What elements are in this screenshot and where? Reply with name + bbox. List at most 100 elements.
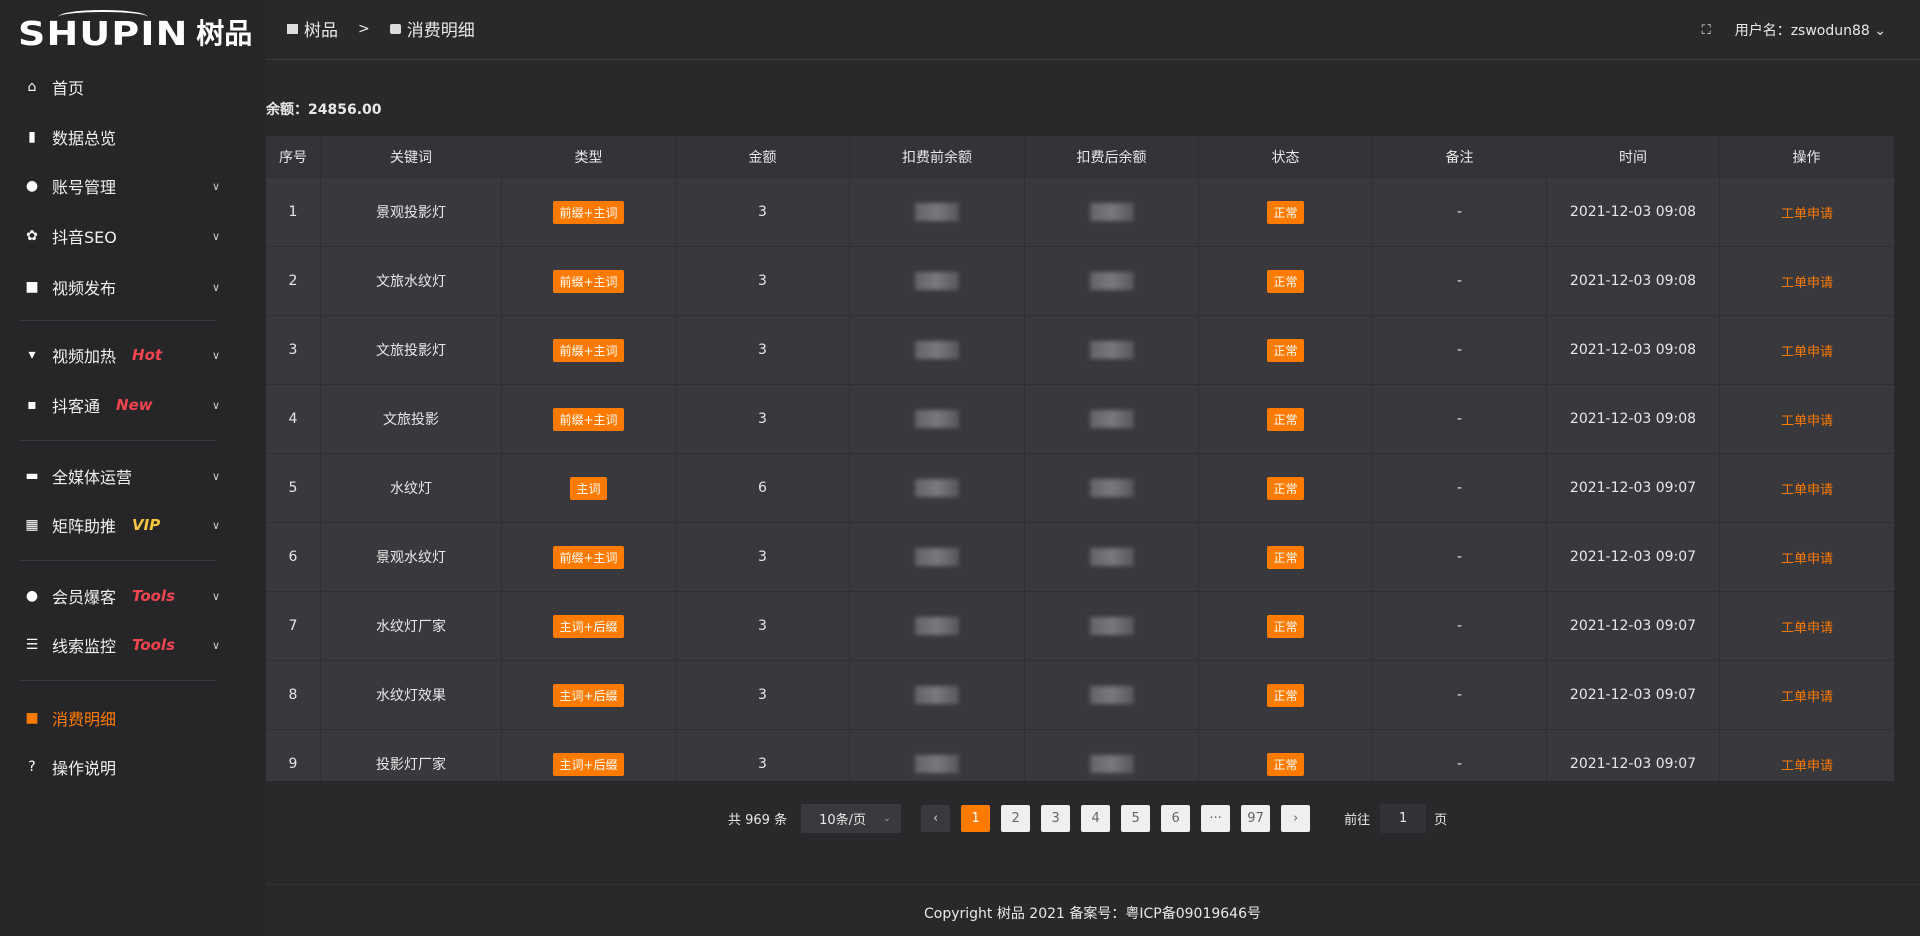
redacted-value bbox=[1089, 479, 1134, 497]
balance-before bbox=[850, 178, 1025, 246]
column-header: 扣费后余额 bbox=[1025, 136, 1199, 177]
type-cell: 前缀+主词 bbox=[502, 523, 676, 591]
amount: 3 bbox=[676, 523, 850, 591]
sidebar-item-label: 首页 bbox=[52, 79, 85, 98]
time: 2021-12-03 09:08 bbox=[1547, 178, 1720, 246]
logo: SHUPIN 树品 bbox=[18, 10, 252, 52]
table-row: 1 景观投影灯 前缀+主词 3 正常 - 2021-12-03 09:08 工单… bbox=[266, 178, 1894, 247]
prev-page-button[interactable]: ‹ bbox=[921, 805, 951, 832]
column-header: 金额 bbox=[676, 136, 850, 177]
goto-page-input[interactable]: 1 bbox=[1380, 804, 1427, 833]
sidebar-item-5[interactable]: ▾ 视频加热 Hot ∨ bbox=[0, 335, 265, 375]
sidebar-item-12[interactable]: ? 操作说明 bbox=[0, 747, 265, 787]
sidebar-item-label: 数据总览 bbox=[52, 129, 117, 148]
table-row: 5 水纹灯 主词 6 正常 - 2021-12-03 09:07 工单申请 bbox=[266, 454, 1894, 523]
redacted-value bbox=[1089, 755, 1134, 773]
sidebar-item-8[interactable]: ▦ 矩阵助推 VIP ∨ bbox=[0, 505, 265, 545]
balance-after bbox=[1025, 592, 1199, 660]
sidebar-item-0[interactable]: ⌂ 首页 bbox=[0, 67, 265, 107]
ticket-request-link[interactable]: 工单申请 bbox=[1780, 275, 1833, 291]
status-cell: 正常 bbox=[1199, 592, 1373, 660]
chart-icon bbox=[287, 23, 298, 34]
ticket-request-link[interactable]: 工单申请 bbox=[1780, 413, 1833, 429]
sidebar-item-10[interactable]: ☰ 线索监控 Tools ∨ bbox=[0, 625, 265, 665]
page-button[interactable]: 4 bbox=[1081, 805, 1111, 832]
balance-before bbox=[850, 523, 1025, 591]
redacted-value bbox=[915, 479, 959, 497]
sidebar-item-tag: Hot bbox=[132, 346, 163, 364]
next-page-button[interactable]: › bbox=[1281, 805, 1311, 832]
status-badge: 正常 bbox=[1267, 407, 1304, 431]
sidebar-item-7[interactable]: ▬ 全媒体运营 ∨ bbox=[0, 456, 265, 496]
keyword: 水纹灯厂家 bbox=[321, 592, 502, 660]
gear-icon: ✿ bbox=[26, 228, 38, 244]
page-button[interactable]: 5 bbox=[1121, 805, 1151, 832]
ticket-request-link[interactable]: 工单申请 bbox=[1780, 758, 1833, 774]
sidebar-item-11[interactable]: ■ 消费明细 bbox=[0, 698, 265, 738]
type-badge: 主词+后缀 bbox=[553, 683, 624, 707]
column-header: 时间 bbox=[1547, 136, 1720, 177]
ticket-request-link[interactable]: 工单申请 bbox=[1780, 482, 1833, 498]
table-header: 序号 关键词 类型 金额 扣费前余额 扣费后余额 状态 备注 时间 操作 bbox=[266, 136, 1894, 178]
sidebar-item-label: 消费明细 bbox=[52, 710, 117, 729]
ticket-request-link[interactable]: 工单申请 bbox=[1780, 689, 1833, 705]
type-badge: 主词+后缀 bbox=[553, 752, 624, 776]
column-header: 状态 bbox=[1199, 136, 1373, 177]
type-cell: 前缀+主词 bbox=[502, 385, 676, 453]
total-count: 共 969 条 bbox=[728, 813, 788, 828]
status-cell: 正常 bbox=[1199, 730, 1373, 781]
page-button[interactable]: ··· bbox=[1201, 805, 1231, 832]
page-button[interactable]: 97 bbox=[1241, 805, 1271, 832]
type-cell: 前缀+主词 bbox=[502, 247, 676, 315]
balance-after bbox=[1025, 661, 1199, 729]
user-menu[interactable]: 用户名：zswodun88 ⌄ bbox=[1735, 20, 1886, 40]
chevron-down-icon: ∨ bbox=[212, 280, 221, 294]
redacted-value bbox=[1089, 410, 1134, 428]
type-badge: 主词 bbox=[570, 476, 607, 500]
page-size-select[interactable]: 10条/页 ⌄ bbox=[801, 804, 902, 833]
action-cell: 工单申请 bbox=[1720, 592, 1894, 660]
sidebar-item-label: 线索监控 bbox=[52, 637, 117, 656]
note: - bbox=[1373, 592, 1547, 660]
amount: 3 bbox=[676, 661, 850, 729]
consumption-table: 序号 关键词 类型 金额 扣费前余额 扣费后余额 状态 备注 时间 操作 1 景观投影灯 前缀+主… bbox=[266, 136, 1894, 781]
amount: 3 bbox=[676, 247, 850, 315]
ticket-request-link[interactable]: 工单申请 bbox=[1780, 620, 1833, 636]
sidebar-item-2[interactable]: ● 账号管理 ∨ bbox=[0, 166, 265, 206]
redacted-value bbox=[915, 548, 959, 566]
column-header: 备注 bbox=[1373, 136, 1547, 177]
fullscreen-icon[interactable]: ⛶ bbox=[1701, 22, 1711, 38]
sidebar-item-tag: Tools bbox=[132, 587, 175, 605]
ticket-request-link[interactable]: 工单申请 bbox=[1780, 206, 1833, 222]
balance-before bbox=[850, 592, 1025, 660]
ticket-request-link[interactable]: 工单申请 bbox=[1780, 344, 1833, 360]
redacted-value bbox=[1089, 272, 1134, 290]
redacted-value bbox=[1089, 548, 1134, 566]
balance-before bbox=[850, 661, 1025, 729]
logo-arc bbox=[58, 10, 148, 24]
flag-icon: ▾ bbox=[28, 347, 36, 363]
breadcrumb-home[interactable]: 树品 bbox=[304, 21, 338, 41]
page-button[interactable]: 1 bbox=[961, 805, 991, 832]
action-cell: 工单申请 bbox=[1720, 730, 1894, 781]
sidebar-item-9[interactable]: ● 会员爆客 Tools ∨ bbox=[0, 576, 265, 616]
sidebar-item-label: 抖客通 bbox=[52, 397, 101, 416]
amount: 3 bbox=[676, 592, 850, 660]
sidebar-item-label: 全媒体运营 bbox=[52, 468, 133, 487]
sidebar-item-6[interactable]: ▪ 抖客通 New ∨ bbox=[0, 385, 265, 425]
redacted-value bbox=[1089, 341, 1134, 359]
page-button[interactable]: 2 bbox=[1001, 805, 1031, 832]
sidebar-item-4[interactable]: ■ 视频发布 ∨ bbox=[0, 267, 265, 307]
action-cell: 工单申请 bbox=[1720, 247, 1894, 315]
page-button[interactable]: 3 bbox=[1041, 805, 1071, 832]
chevron-down-icon: ∨ bbox=[212, 469, 221, 483]
sidebar-item-1[interactable]: ▮ 数据总览 bbox=[0, 117, 265, 157]
note: - bbox=[1373, 385, 1547, 453]
ticket-request-link[interactable]: 工单申请 bbox=[1780, 551, 1833, 567]
goto-value: 1 bbox=[1398, 811, 1408, 826]
page-button[interactable]: 6 bbox=[1161, 805, 1191, 832]
note: - bbox=[1373, 661, 1547, 729]
sliders-icon: ☰ bbox=[25, 637, 39, 653]
table-row: 9 投影灯厂家 主词+后缀 3 正常 - 2021-12-03 09:07 工单… bbox=[266, 730, 1894, 781]
sidebar-item-3[interactable]: ✿ 抖音SEO ∨ bbox=[0, 216, 265, 256]
